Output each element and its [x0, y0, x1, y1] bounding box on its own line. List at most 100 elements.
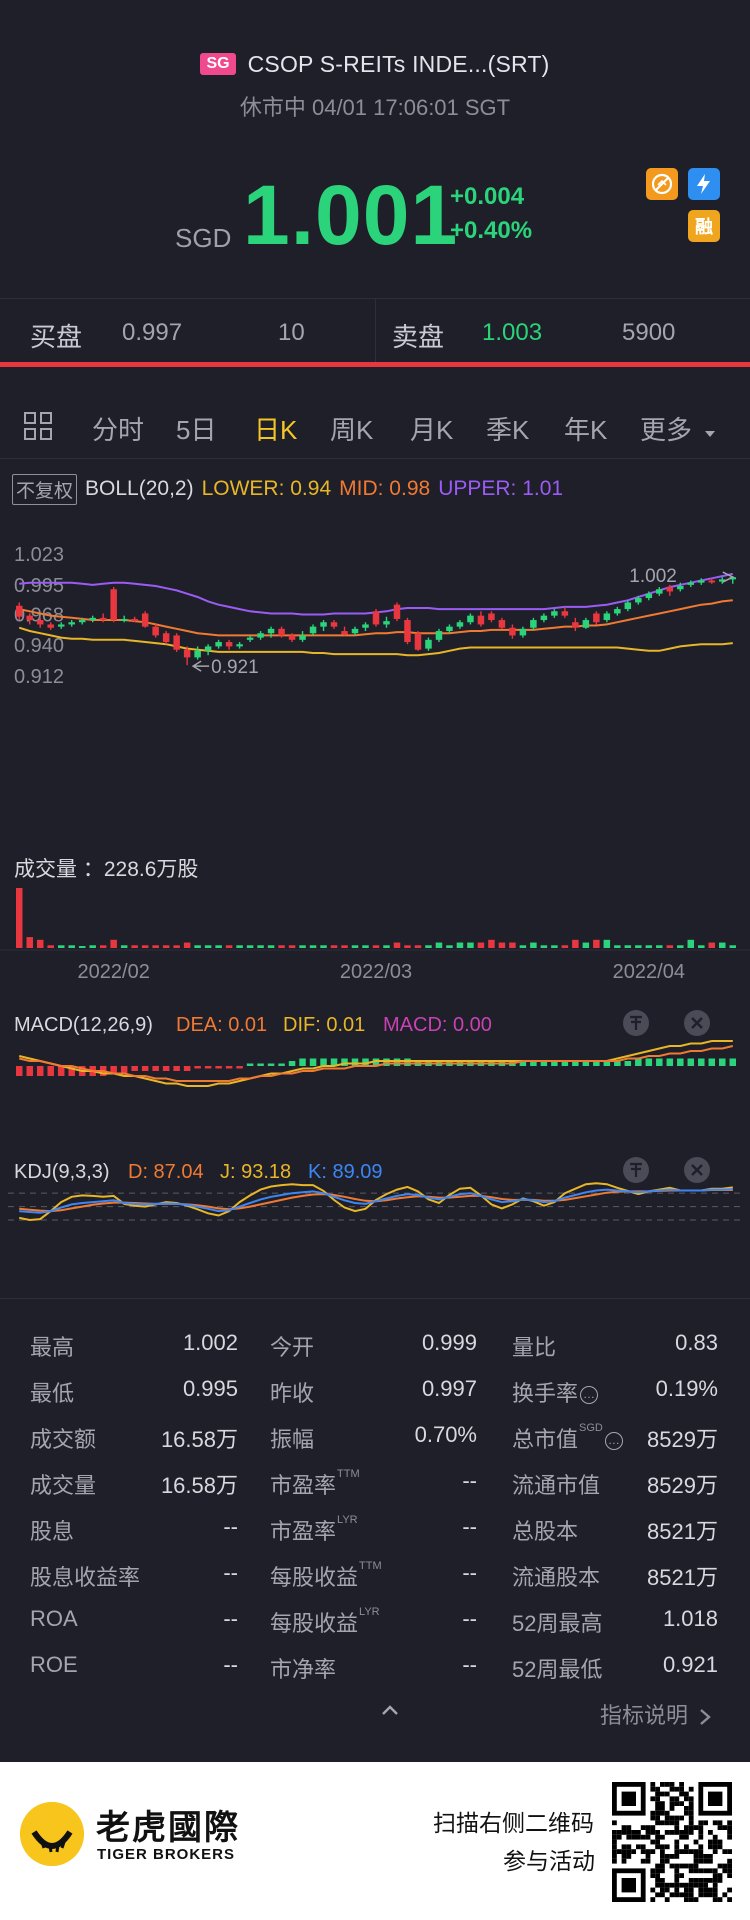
macd-hist-bar — [561, 1061, 569, 1066]
candle-body — [509, 627, 516, 636]
qr-module — [674, 1839, 680, 1845]
qr-module — [703, 1858, 708, 1864]
qr-module — [688, 1825, 694, 1830]
qr-module — [664, 1820, 670, 1826]
tab-monthly[interactable]: 月K — [410, 415, 454, 445]
candle-body — [582, 620, 590, 628]
collapse-up-icon[interactable] — [380, 1700, 400, 1720]
qr-module — [717, 1825, 723, 1830]
qr-module — [660, 1858, 665, 1864]
volume-bar — [36, 939, 44, 948]
macd-hist-bar — [404, 1058, 411, 1066]
tab-more[interactable]: 更多 — [640, 410, 717, 447]
qr-module — [669, 1801, 675, 1806]
volume-bar — [120, 945, 128, 948]
volume-bar — [57, 945, 65, 948]
qr-module — [688, 1863, 694, 1869]
candle-body — [656, 589, 663, 594]
volume-bar — [624, 945, 632, 948]
qr-module — [612, 1858, 617, 1864]
candle-body — [267, 628, 275, 634]
qr-module — [727, 1858, 732, 1864]
boll-name[interactable]: BOLL(20,2) — [85, 477, 194, 500]
macd-hist-bar — [687, 1058, 695, 1066]
qr-module — [660, 1820, 665, 1826]
min-arrow-icon — [191, 660, 210, 672]
tab-daily[interactable]: 日K — [254, 415, 298, 445]
qr-module — [645, 1858, 651, 1864]
volume-bar — [498, 942, 506, 948]
tab-yearly[interactable]: 年K — [564, 415, 608, 445]
qr-finder — [621, 1791, 636, 1806]
ask-price: 1.003 — [482, 319, 543, 346]
qr-module — [655, 1786, 660, 1792]
chevron-right-icon — [700, 1709, 711, 1726]
adjust-toggle[interactable]: 不复权 — [12, 473, 78, 505]
qr-module — [684, 1897, 689, 1902]
stat-label: 市盈率TTM — [270, 1468, 360, 1500]
volume-bar — [194, 945, 201, 948]
volume-bar — [257, 945, 264, 948]
stat-value: 1.002 — [182, 1330, 238, 1355]
qr-module — [660, 1844, 665, 1850]
qr-module — [626, 1825, 632, 1830]
qr-code-icon[interactable] — [612, 1782, 732, 1902]
qr-module — [645, 1830, 651, 1835]
qr-module — [674, 1892, 680, 1898]
volume-bar — [551, 945, 558, 948]
stock-name[interactable]: CSOP S-REITs INDE...(SRT) — [247, 50, 550, 77]
qr-module — [640, 1849, 646, 1854]
qr-module — [631, 1830, 636, 1835]
qr-module — [660, 1868, 665, 1874]
qr-module — [727, 1863, 732, 1869]
qr-module — [708, 1830, 713, 1835]
qr-module — [712, 1878, 718, 1883]
y-tick-label: 1.023 — [14, 544, 64, 566]
macd-hist-bar — [540, 1061, 548, 1066]
order-book: 买盘 0.997 10 卖盘 1.003 5900 — [0, 298, 750, 365]
qr-module — [688, 1786, 694, 1792]
volume-bar — [656, 945, 663, 948]
qr-module — [616, 1834, 622, 1840]
stat-label-text: 成交量 — [30, 1473, 97, 1498]
volume-bar — [246, 945, 254, 948]
candle-body — [120, 618, 128, 621]
no-short-icon[interactable] — [646, 168, 678, 200]
volume-bar — [572, 939, 579, 948]
qr-module — [612, 1854, 617, 1859]
candle-body — [131, 618, 138, 621]
candle-body — [89, 617, 96, 621]
candle-body — [572, 622, 579, 628]
qr-module — [698, 1849, 704, 1854]
margin-icon[interactable]: 融 — [688, 210, 720, 242]
info-icon[interactable]: … — [604, 1432, 623, 1451]
volume-bar — [446, 945, 453, 948]
volume-bar — [99, 945, 107, 948]
macd-hist-bar — [246, 1063, 254, 1066]
qr-module — [684, 1882, 689, 1888]
stat-label: 振幅 — [270, 1422, 314, 1454]
info-icon[interactable]: … — [580, 1386, 599, 1405]
layout-grid-icon[interactable] — [22, 410, 54, 442]
indicator-explain-link[interactable]: 指标说明 — [600, 1698, 712, 1730]
qr-module — [655, 1815, 660, 1821]
tab-5day[interactable]: 5日 — [176, 415, 217, 445]
stat-label-text: 股息收益率 — [30, 1565, 141, 1590]
tab-quarterly[interactable]: 季K — [486, 415, 530, 445]
candle-body — [477, 615, 485, 625]
volume-bar — [372, 945, 380, 948]
qr-module — [650, 1868, 656, 1874]
volume-bar — [666, 945, 674, 948]
qr-module — [684, 1791, 689, 1797]
stat-label: 总市值SGD… — [512, 1422, 623, 1454]
tab-weekly[interactable]: 周K — [330, 415, 374, 445]
tab-intraday[interactable]: 分时 — [92, 415, 145, 445]
bid-size: 10 — [278, 319, 305, 346]
x-tick-label: 2022/04 — [613, 961, 685, 983]
candle-body — [729, 577, 737, 580]
volume-bar — [162, 945, 170, 948]
qr-module — [655, 1806, 660, 1811]
stat-label-text: 最高 — [30, 1335, 75, 1360]
flash-icon[interactable] — [688, 168, 720, 200]
